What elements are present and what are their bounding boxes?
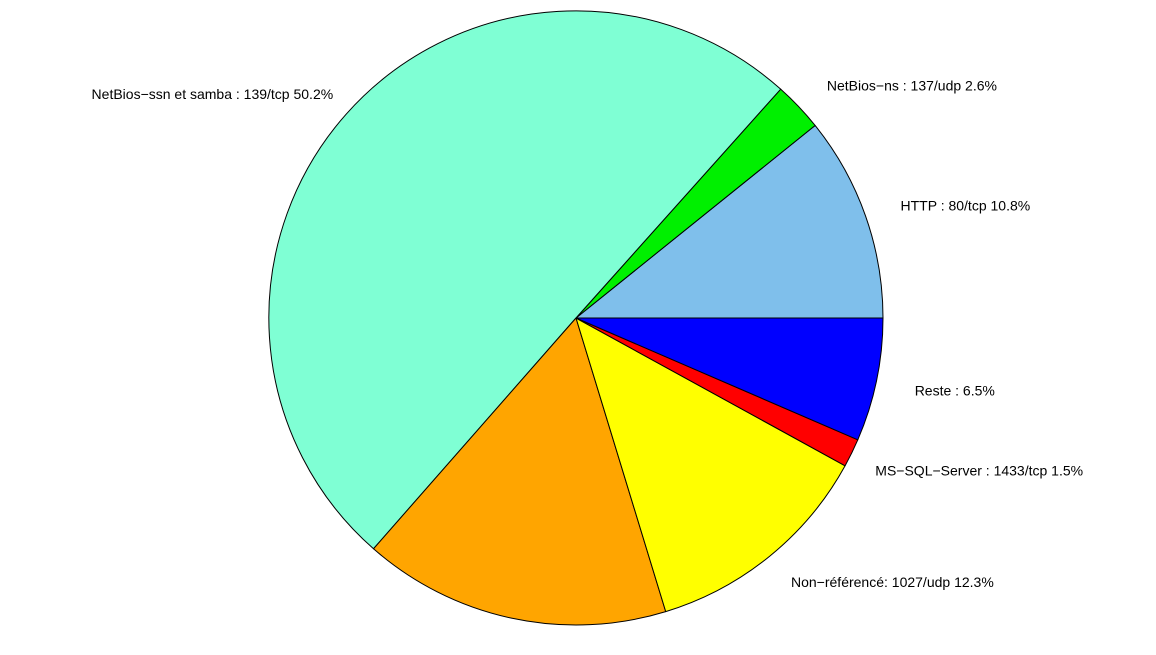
pie-slice (268, 10, 782, 550)
pie-labels: HTTP : 80/tcp 10.8% NetBios−ns : 137/udp … (92, 78, 1084, 655)
pie-slice (575, 317, 884, 441)
pie-slice-label: NetBios−ns : 137/udp 2.6% (827, 78, 997, 94)
pie-slice-label: Non−référencé: 1027/udp 12.3% (791, 574, 994, 590)
pie-slices (268, 10, 884, 626)
pie-slice (575, 317, 846, 613)
pie-slice (575, 124, 884, 319)
pie-slice-label: Non−référencé: 1026/udp 16.2% (282, 652, 485, 655)
pie-slice-label: MS−SQL−Server : 1433/tcp 1.5% (875, 462, 1083, 478)
pie-slice-label: Reste : 6.5% (915, 382, 995, 398)
pie-slice (373, 317, 667, 626)
pie-slice-label: HTTP : 80/tcp 10.8% (901, 198, 1031, 214)
pie-slice-label: NetBios−ssn et samba : 139/tcp 50.2% (92, 86, 334, 102)
